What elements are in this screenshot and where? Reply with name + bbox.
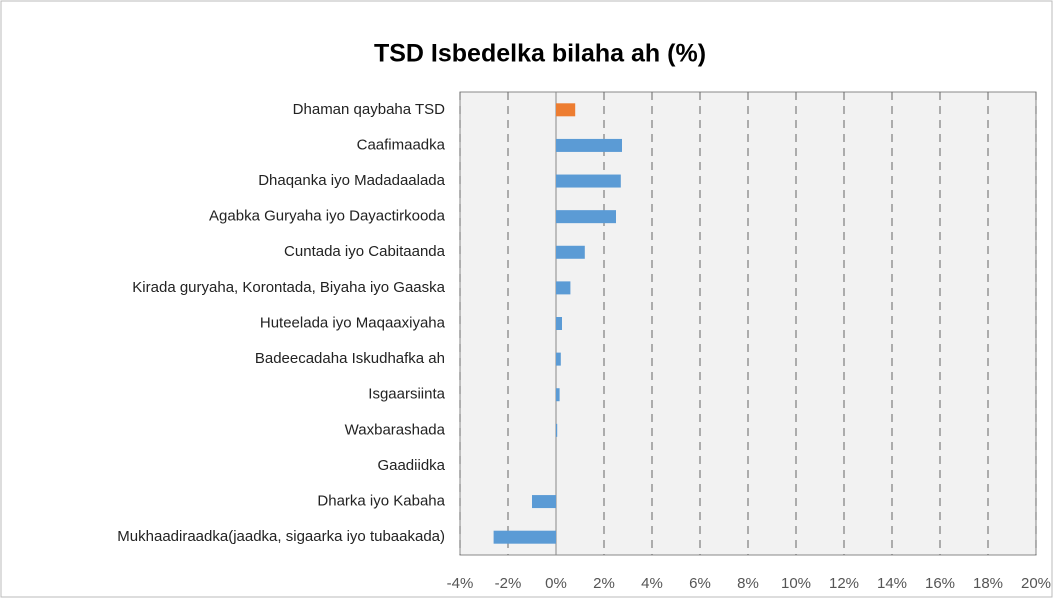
y-tick-label: Dhaman qaybaha TSD [293,101,445,118]
y-tick-label: Waxbarashada [345,421,446,438]
x-tick-label: 10% [781,575,811,592]
y-tick-label: Agabka Guryaha iyo Dayactirkooda [209,208,446,225]
x-tick-label: 2% [593,575,615,592]
x-tick-label: 18% [973,575,1003,592]
y-tick-label: Dharka iyo Kabaha [317,493,445,510]
bar [556,388,560,402]
bar [556,174,621,188]
y-tick-label: Kirada guryaha, Korontada, Biyaha iyo Ga… [132,279,445,296]
y-tick-label: Badeecadaha Iskudhafka ah [255,350,445,367]
bar [556,138,622,152]
x-tick-label: 8% [737,575,759,592]
x-tick-label: 4% [641,575,663,592]
bar [532,495,556,509]
x-tick-label: 14% [877,575,907,592]
chart-title: TSD Isbedelka bilaha ah (%) [374,40,706,68]
x-tick-label: 0% [545,575,567,592]
bar [556,103,576,117]
x-tick-label: 12% [829,575,859,592]
y-tick-label: Dhaqanka iyo Madadaalada [258,172,445,189]
bar [556,281,571,295]
bar [556,317,562,330]
bar [556,245,585,259]
x-tick-label: -2% [495,575,522,592]
x-tick-label: 16% [925,575,955,592]
bar [556,423,558,437]
x-tick-label: -4% [447,575,474,592]
bar [556,210,616,224]
y-tick-label: Isgaarsiinta [368,386,445,403]
y-tick-label: Caafimaadka [357,136,446,153]
y-tick-label: Cuntada iyo Cabitaanda [284,243,446,260]
x-tick-label: 20% [1021,575,1051,592]
x-tick-label: 6% [689,575,711,592]
y-tick-label: Huteelada iyo Maqaaxiyaha [260,314,446,331]
bar [556,352,561,366]
y-tick-label: Gaadiidka [377,457,445,474]
y-tick-label: Mukhaadiraadka(jaadka, sigaarka iyo tuba… [117,528,445,545]
bar [493,530,556,544]
